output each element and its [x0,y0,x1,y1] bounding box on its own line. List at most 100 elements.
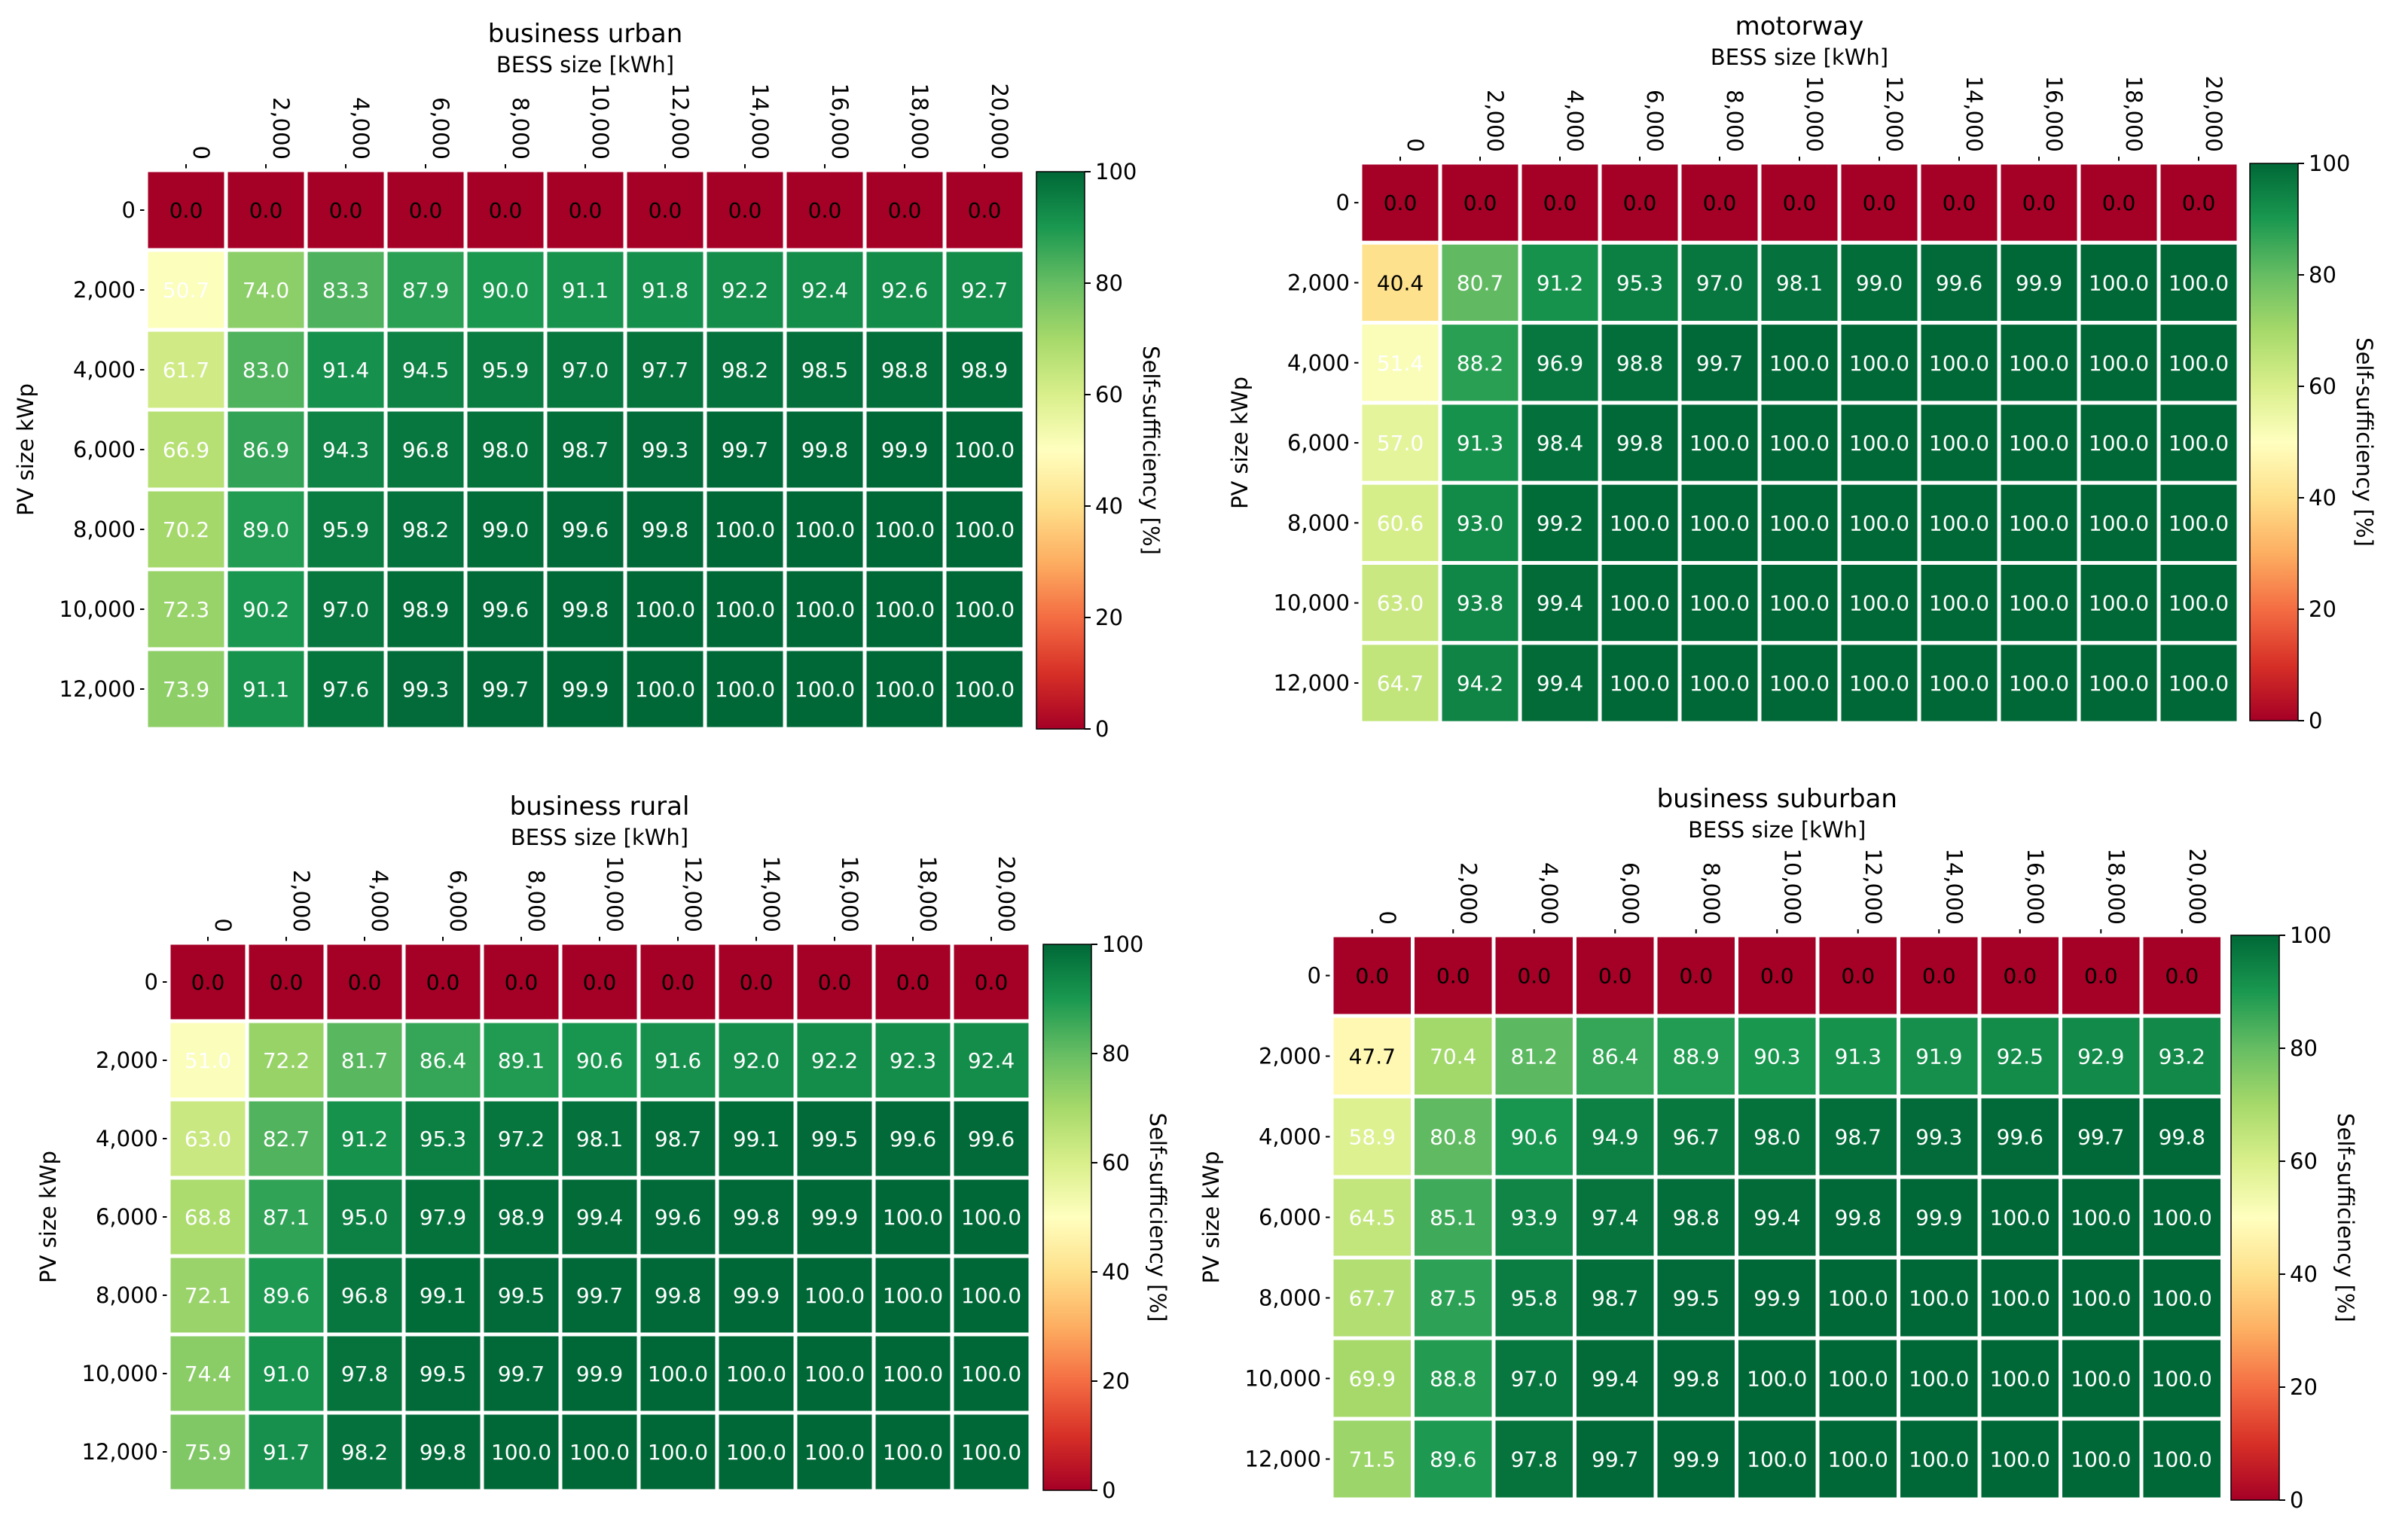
cell-value-label: 99.8 [733,1205,780,1230]
heatmap-cell [942,407,1027,492]
cell-value-label: 99.1 [733,1127,780,1151]
cell-value-label: 100.0 [2169,511,2229,535]
cell-value-label: 100.0 [1990,1367,2050,1392]
cell-value-label: 100.0 [2169,270,2229,295]
cell-value-label: 100.0 [1769,591,1830,616]
x-tick-label: 18,000 [915,856,941,932]
cell-value-label: 100.0 [1689,671,1750,696]
cell-value-label: 99.0 [482,517,529,542]
heatmap-cell [703,168,787,252]
heatmap-cell [166,1254,249,1337]
cell-value-label: 100.0 [2089,351,2149,376]
cell-value-label: 86.4 [420,1048,466,1073]
heatmap-cell [480,1019,563,1102]
cell-value-label: 99.4 [576,1205,623,1230]
x-tick-label: 10,000 [1802,76,1827,152]
y-tick-label: 12,000 [60,676,136,702]
cell-value-label: 100.0 [2089,671,2149,696]
cell-value-label: 99.6 [562,517,609,542]
cell-value-label: 100.0 [804,1283,865,1308]
cell-value-label: 98.4 [1537,431,1583,456]
heatmap-cell [2139,1416,2224,1502]
cell-value-label: 91.6 [655,1048,701,1073]
cell-value-label: 99.9 [562,677,609,702]
cell-value-label: 100.0 [1849,351,1909,376]
colorbar-tick-label: 100 [2309,151,2350,176]
colorbar-tick-label: 80 [2309,262,2336,288]
cell-value-label: 83.0 [243,358,289,383]
x-tick-label: 20,000 [993,856,1019,932]
cell-value-label: 71.5 [1349,1447,1396,1472]
cell-value-label: 100.0 [2169,431,2229,456]
y-tick-label: 10,000 [60,596,136,622]
heatmap-cell [715,1410,798,1493]
heatmap-cell [144,248,228,332]
cell-value-label: 99.7 [482,677,529,702]
cell-value-label: 100.0 [1909,1286,1969,1311]
x-tick-label: 12,000 [667,84,693,160]
cell-value-label: 95.8 [1511,1286,1558,1311]
colorbar-tick-label: 20 [1095,605,1123,630]
heatmap-cell [224,567,308,651]
heatmap-cell [2139,1255,2224,1340]
cell-value-label: 0.0 [1517,964,1551,989]
heatmap-cell [1491,1094,1576,1179]
heatmap-cell [1837,401,1921,485]
y-tick-label: 8,000 [1287,510,1350,535]
heatmap-cell [623,567,707,651]
y-axis-label: PV size kWp [35,1151,61,1283]
heatmap-cell [480,1410,563,1493]
colorbar-tick-label: 100 [2290,922,2331,948]
cell-value-label: 98.1 [576,1127,623,1151]
cell-value-label: 0.0 [348,970,382,995]
cell-value-label: 99.8 [420,1440,466,1465]
heatmap-cell [166,1176,249,1258]
cell-value-label: 99.6 [655,1205,701,1230]
cell-value-label: 100.0 [1990,1447,2050,1472]
heatmap-cell [1977,1255,2062,1340]
heatmap-cell [245,1019,328,1102]
cell-value-label: 93.8 [1457,591,1503,616]
cell-value-label: 99.8 [655,1283,701,1308]
cell-value-label: 99.6 [1936,270,1982,295]
x-tick-label: 14,000 [1941,849,1967,925]
heatmap-cell [480,941,563,1023]
heatmap-cell [636,1332,719,1415]
x-tick-label: 8,000 [1722,90,1747,152]
cell-value-label: 99.2 [1537,511,1583,535]
cell-value-label: 95.3 [1616,270,1663,295]
heatmap-cell [463,328,548,412]
cell-value-label: 100.0 [961,1440,1021,1465]
cell-value-label: 97.8 [341,1362,388,1386]
heatmap-cell [703,647,787,731]
cell-value-label: 96.8 [402,438,449,462]
heatmap-cell [1438,401,1522,485]
x-tick-label: 4,000 [348,97,374,160]
heatmap-cell [1358,641,1442,725]
cell-value-label: 100.0 [491,1440,551,1465]
heatmap-cell [715,1019,798,1102]
heatmap-cell [166,1019,249,1102]
colorbar-tick-label: 60 [2290,1148,2318,1174]
colorbar-tick-label: 40 [1102,1259,1130,1285]
cell-value-label: 100.0 [1610,671,1670,696]
cell-value-label: 83.3 [322,278,369,303]
cell-value-label: 68.8 [185,1205,231,1230]
cell-value-label: 98.0 [482,438,529,462]
cell-value-label: 91.3 [1457,431,1503,456]
heatmap-cell [480,1176,563,1258]
heatmap-cell [224,647,308,731]
x-tick-label: 10,000 [602,856,627,932]
cell-value-label: 99.9 [811,1205,858,1230]
heatmap-cell [2059,933,2144,1018]
heatmap-cell [950,1019,1033,1102]
cell-value-label: 100.0 [804,1362,865,1386]
cell-value-label: 99.8 [1673,1367,1720,1392]
cell-value-label: 100.0 [883,1205,943,1230]
cell-value-label: 100.0 [2071,1286,2131,1311]
cell-value-label: 0.0 [1598,964,1632,989]
cell-value-label: 0.0 [1436,964,1470,989]
cell-value-label: 100.0 [1990,1206,2050,1230]
x-tick-label: 16,000 [837,856,862,932]
